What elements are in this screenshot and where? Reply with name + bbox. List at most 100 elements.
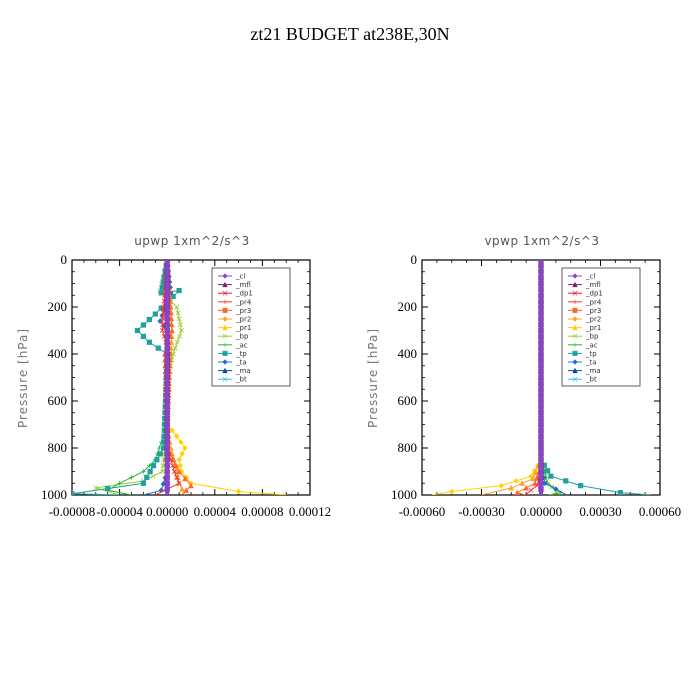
series-point-tp (144, 474, 150, 480)
legend-marker (222, 290, 228, 296)
series-point-cl (538, 263, 544, 269)
series-line-ac (540, 260, 563, 495)
series-point-tp (146, 316, 152, 323)
series-point-cl (164, 345, 170, 351)
series-point-cl (538, 439, 544, 445)
legend-marker (222, 316, 228, 322)
series-point-tp (548, 473, 554, 479)
y-tick-label: 600 (398, 393, 418, 408)
series-point-ac (147, 463, 152, 468)
panel-title: upwp 1xm^2/s^3 (134, 234, 250, 248)
series-point-cl (538, 398, 544, 404)
series-point-bp (159, 469, 165, 474)
y-axis-label: Pressure [hPa] (366, 328, 380, 428)
series-point-cl (538, 304, 544, 310)
series-point-bp (150, 473, 156, 479)
series-point-pr1 (235, 488, 242, 495)
series-point-pr4 (174, 474, 180, 480)
series-point-cl (538, 392, 544, 398)
series-point-cl (164, 292, 170, 299)
series-point-cl (164, 445, 170, 451)
series-point-pr2 (530, 475, 536, 482)
series-point-cl (538, 427, 544, 434)
legend-entry: _pr2 (235, 316, 251, 324)
legend-entry: _ta (235, 359, 247, 367)
series-point-pr4 (171, 469, 177, 474)
y-tick-label: 0 (411, 252, 418, 267)
series-group (72, 260, 287, 495)
series-point-bp (177, 322, 183, 328)
series-point-cl (538, 368, 544, 375)
series-point-cl (164, 392, 170, 398)
series-point-pr3 (514, 489, 520, 495)
series-point-tp (157, 451, 163, 457)
series-point-cl (538, 433, 544, 440)
series-point-pr4 (176, 480, 182, 486)
x-tick-label: 0.00030 (579, 504, 621, 519)
series-point-ta (158, 487, 165, 494)
series-point-tp (140, 480, 146, 486)
series-group (431, 260, 651, 495)
legend-marker (572, 350, 578, 356)
series-point-pr2 (168, 345, 174, 351)
series-point-cl (538, 380, 544, 387)
x-tick-label: 0.00000 (146, 504, 188, 519)
series-point-bp (176, 316, 182, 322)
legend-marker (572, 307, 578, 313)
legend-entry: _pr1 (235, 324, 251, 332)
x-tick-label: 0.00060 (639, 504, 681, 519)
series-point-cl (538, 351, 544, 357)
x-tick-label: -0.00004 (96, 504, 143, 519)
series-point-cl (538, 409, 544, 416)
series-point-cl (164, 462, 170, 469)
series-point-cl (164, 474, 170, 481)
series-point-tp (617, 490, 623, 495)
legend-entry: _pr4 (585, 298, 602, 306)
series-point-pr1 (178, 439, 184, 445)
upwp-panel: upwp 1xm^2/s^3 Pressure [hPa] 0 200 400 600… (16, 234, 331, 519)
series-point-cl (164, 327, 170, 334)
series-point-pr1 (498, 482, 505, 489)
series-point-cl (164, 415, 170, 422)
series-point-pr3 (168, 321, 175, 328)
series-point-cl (164, 286, 170, 293)
series-point-cl (164, 427, 170, 434)
legend-entry: _pr4 (235, 298, 252, 306)
legend-entry: _bp (235, 333, 249, 341)
legend-entry: _tp (235, 350, 247, 358)
y-tick-label: 400 (48, 346, 68, 361)
y-tick-label: 400 (398, 346, 418, 361)
series-point-cl (164, 456, 170, 463)
series-point-cl (164, 480, 170, 487)
legend-entry: _ma (235, 367, 251, 375)
series-point-cl (164, 333, 170, 340)
series-point-cl (164, 260, 170, 263)
series-point-cl (538, 362, 544, 369)
series-point-pr3 (188, 482, 194, 489)
series-point-cl (538, 415, 544, 422)
series-point-cl (164, 339, 170, 346)
series-point-cl (164, 310, 170, 316)
series-point-cl (538, 451, 544, 457)
series-point-cl (538, 286, 544, 293)
series-point-cl (164, 280, 170, 287)
series-point-tp (150, 463, 157, 469)
series-point-pr2 (519, 480, 526, 486)
series-point-ta (542, 480, 548, 487)
series-point-tp (140, 333, 146, 339)
series-point-pr2 (532, 469, 539, 475)
y-tick-label: 200 (398, 299, 418, 314)
series-point-cl (538, 298, 544, 304)
series-point-cl (164, 268, 170, 275)
series-point-pr1 (169, 427, 175, 434)
legend-marker (572, 281, 578, 288)
legend-entry: _bt (235, 376, 247, 384)
series-point-tp (158, 290, 164, 296)
series-point-pr1 (448, 488, 455, 495)
series-point-tp (152, 311, 158, 317)
series-point-tp (159, 284, 165, 291)
series-point-cl (538, 486, 544, 492)
series-point-cl (538, 327, 544, 334)
series-point-cl (164, 304, 170, 310)
legend-marker (222, 273, 228, 279)
